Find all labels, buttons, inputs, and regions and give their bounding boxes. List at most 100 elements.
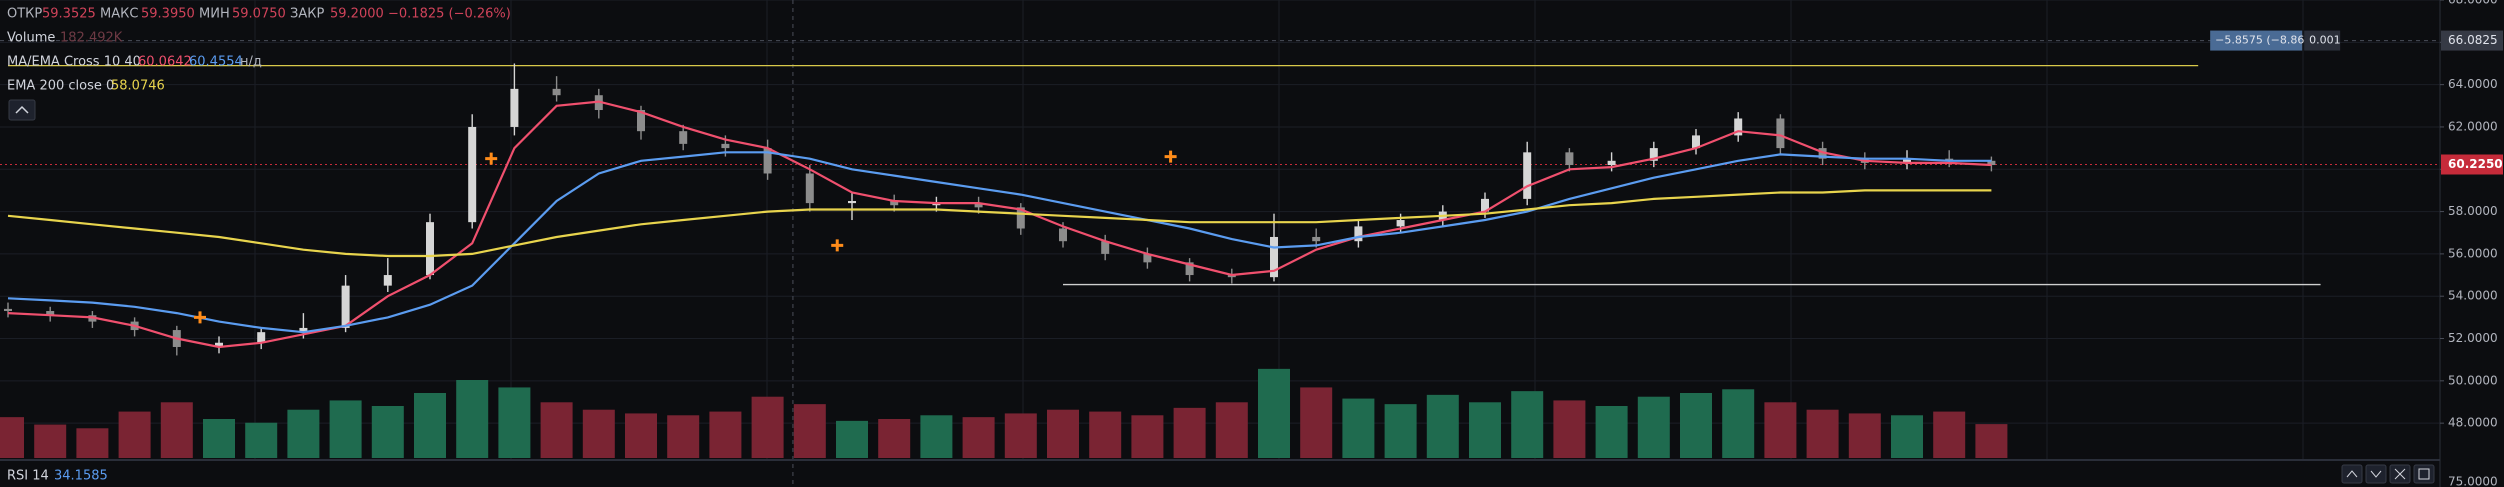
ema-label: EMA 200 close 0 xyxy=(7,79,114,94)
change-value: −0.1825 (−0.26%) xyxy=(388,7,511,22)
volume-bar xyxy=(1891,415,1923,458)
high-value: 59.3950 xyxy=(141,7,195,22)
volume-value: 182.492K xyxy=(60,31,123,46)
volume-bar xyxy=(920,415,953,458)
cross-marker xyxy=(1164,150,1177,163)
candle-body xyxy=(426,222,434,276)
down-icon[interactable] xyxy=(2370,470,2382,478)
candle-body xyxy=(890,200,899,206)
volume-bar xyxy=(329,400,362,458)
volume-bar xyxy=(1680,393,1712,458)
open-value: 59.3525 xyxy=(42,7,96,22)
close-label: ЗАКР xyxy=(290,7,324,22)
volume-bar xyxy=(1131,415,1164,458)
y-tick-label: 56.0000 xyxy=(2448,246,2498,260)
low-value: 59.0750 xyxy=(232,7,286,22)
volume-bar xyxy=(34,424,67,458)
candle-body xyxy=(721,143,730,149)
volume-bar xyxy=(1047,409,1079,458)
volume-bar xyxy=(1173,407,1206,458)
candle-body xyxy=(1481,198,1489,212)
candle-body xyxy=(679,131,688,144)
volume-bar xyxy=(1764,402,1797,458)
candle-body xyxy=(974,203,983,208)
volume-bar xyxy=(540,402,573,458)
y-tick-label: 50.0000 xyxy=(2448,373,2498,387)
volume-bar xyxy=(582,409,615,458)
candle-body xyxy=(1396,220,1405,227)
measure-change: −5.8575 (−8.86%) xyxy=(2215,34,2319,47)
ema-value: 58.0746 xyxy=(111,79,165,94)
chevron-icon[interactable] xyxy=(15,105,29,114)
volume-bar xyxy=(1511,391,1544,458)
rsi-axis-label: 75.0000 xyxy=(2448,475,2498,487)
volume-bar xyxy=(667,415,700,458)
button-frame[interactable] xyxy=(8,99,36,121)
candle-body xyxy=(4,308,12,312)
volume-bar xyxy=(1215,402,1248,458)
price-pane xyxy=(0,0,2440,487)
volume-bar xyxy=(709,411,742,458)
y-tick-label: 54.0000 xyxy=(2448,289,2498,303)
volume-bar xyxy=(245,422,278,458)
ma-fast-value: 60.0642 xyxy=(138,55,192,70)
volume-bar xyxy=(836,420,868,458)
volume-bar xyxy=(1089,411,1122,458)
up-icon[interactable] xyxy=(2346,470,2358,478)
collapse-button[interactable] xyxy=(8,99,36,121)
move-up-button[interactable] xyxy=(2341,464,2363,484)
cross-marker xyxy=(831,239,844,252)
volume-bar xyxy=(0,417,24,458)
volume-label: Volume xyxy=(7,31,55,46)
high-label: МАКС xyxy=(100,7,138,22)
ma-label: MA/EMA Cross 10 40 xyxy=(7,55,141,70)
candle-body xyxy=(1312,236,1321,242)
grid xyxy=(0,0,2440,460)
candle-body xyxy=(1143,253,1152,263)
candle-body xyxy=(1607,160,1616,166)
candle-body xyxy=(1354,226,1363,242)
maximize-button[interactable] xyxy=(2413,464,2435,484)
volume-bar xyxy=(625,413,657,458)
crosshair-label: 66.0825 xyxy=(2448,33,2498,47)
candle-body xyxy=(341,285,350,328)
volume-bar xyxy=(1426,394,1459,458)
candle-body xyxy=(299,327,308,333)
ma-na: н/д xyxy=(240,55,262,70)
ma-line xyxy=(7,189,1992,258)
volume-bar xyxy=(1848,413,1881,458)
volume-bar xyxy=(878,419,911,458)
y-tick-label: 52.0000 xyxy=(2448,331,2498,345)
close-value: 59.2000 xyxy=(330,7,384,22)
volume-bar xyxy=(118,411,151,458)
ma-line xyxy=(7,151,1992,334)
move-down-button[interactable] xyxy=(2365,464,2387,484)
measure-step: 0.001 xyxy=(2309,34,2341,47)
candle-body xyxy=(468,126,477,223)
measure-step-box xyxy=(2304,30,2341,51)
candle-body xyxy=(1523,152,1532,199)
candle-body xyxy=(763,148,772,174)
volume-bar xyxy=(76,428,109,458)
volume-bar xyxy=(1975,424,2008,458)
y-tick-label: 64.0000 xyxy=(2448,77,2498,91)
volume-bar xyxy=(456,380,489,458)
volume-bar xyxy=(1722,389,1755,458)
volume-bar xyxy=(414,393,446,458)
y-tick-label: 58.0000 xyxy=(2448,204,2498,218)
close-icon[interactable] xyxy=(2394,468,2406,480)
candle-body xyxy=(1734,118,1743,136)
volume-bar xyxy=(203,419,235,458)
maximize-icon[interactable] xyxy=(2418,468,2430,480)
candle-body xyxy=(215,342,223,347)
cross-marker xyxy=(485,152,498,165)
volume-bar xyxy=(962,417,995,458)
volume-bar xyxy=(793,404,826,458)
rsi-label: RSI 14 xyxy=(7,469,49,484)
cross-marker xyxy=(194,311,207,324)
candle-body xyxy=(1185,262,1194,276)
volume-bar xyxy=(1469,402,1501,458)
volume-bar xyxy=(1806,409,1839,458)
volume-bar xyxy=(1342,398,1375,458)
